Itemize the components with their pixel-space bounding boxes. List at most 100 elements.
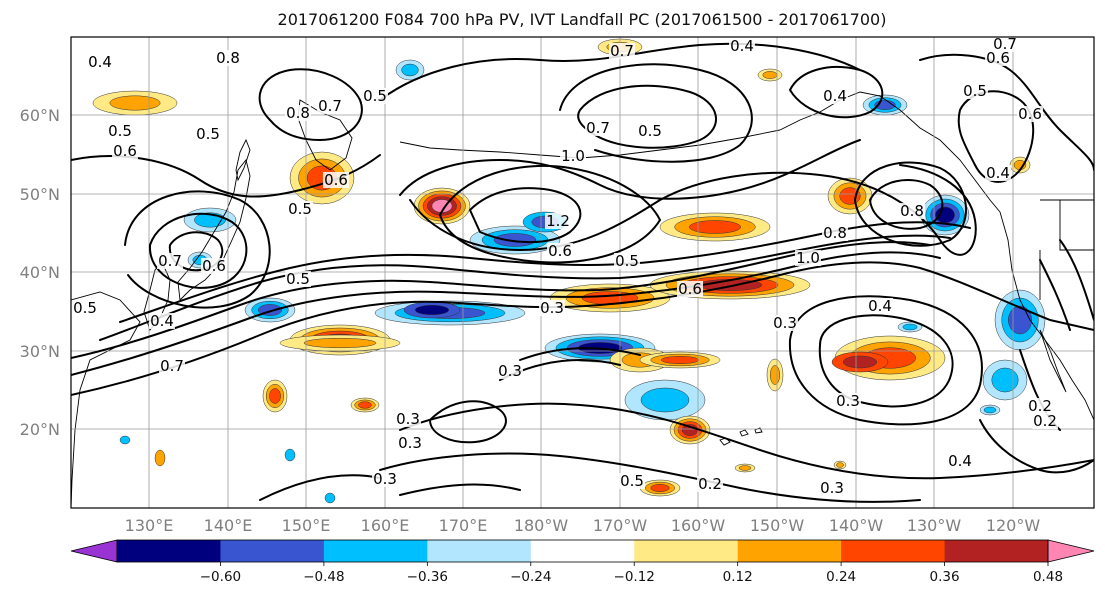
svg-text:0.7: 0.7 bbox=[158, 252, 182, 270]
svg-text:0.4: 0.4 bbox=[948, 452, 972, 470]
longitude-tick-label: 140°E bbox=[204, 516, 253, 535]
colorbar-tick-label: 0.12 bbox=[723, 569, 753, 585]
svg-text:0.5: 0.5 bbox=[620, 472, 644, 490]
contour-label: 0.7 bbox=[992, 35, 1018, 53]
colorbar-max-extension bbox=[1047, 539, 1095, 563]
contour-label: 0.3 bbox=[819, 479, 845, 497]
contour-label: 0.5 bbox=[619, 472, 645, 490]
map-area: 0.80.40.50.60.8 0.70.50.50.7 0.4 0.70.60.50… bbox=[71, 35, 1094, 508]
contour-line bbox=[409, 164, 977, 256]
svg-text:0.5: 0.5 bbox=[363, 87, 387, 105]
svg-text:0.7: 0.7 bbox=[993, 35, 1017, 53]
colorbar-tick-label: −0.60 bbox=[200, 569, 241, 585]
colorbar: −0.60 −0.48 −0.36 −0.24 −0.12 0.12 0.24 0.36 0.4… bbox=[70, 539, 1095, 585]
pv-anomaly-region bbox=[284, 448, 296, 462]
contour-line bbox=[439, 164, 661, 264]
svg-text:0.8: 0.8 bbox=[286, 104, 310, 122]
longitude-tick-label: 120°W bbox=[986, 516, 1041, 535]
map-frame bbox=[70, 36, 1095, 509]
svg-text:0.4: 0.4 bbox=[868, 297, 892, 315]
pv-anomaly-region bbox=[935, 206, 955, 224]
colorbar-tick-label: 0.48 bbox=[1033, 569, 1063, 585]
colorbar-segment bbox=[737, 540, 842, 562]
latitude-tick-label: 60°N bbox=[20, 106, 60, 125]
contour-label: 0.5 bbox=[195, 125, 221, 143]
svg-text:0.3: 0.3 bbox=[540, 299, 564, 317]
contour-line bbox=[559, 63, 753, 163]
contour-label: 1.0 bbox=[795, 249, 821, 267]
pv-anomaly-region bbox=[154, 449, 166, 467]
contour-line bbox=[399, 139, 861, 200]
svg-text:0.2: 0.2 bbox=[698, 475, 722, 493]
svg-text:1.2: 1.2 bbox=[546, 212, 570, 230]
svg-text:0.4: 0.4 bbox=[986, 164, 1010, 182]
pv-anomaly-region bbox=[902, 323, 918, 331]
contour-label: 0.5 bbox=[637, 122, 663, 140]
contour-label: 0.3 bbox=[372, 470, 398, 488]
svg-text:0.4: 0.4 bbox=[88, 53, 112, 71]
sakhalin-coastline bbox=[235, 138, 251, 182]
pv-anomaly-region bbox=[401, 63, 419, 77]
pv-anomaly-region bbox=[762, 71, 778, 79]
contour-label: 0.3 bbox=[772, 314, 798, 332]
pv-anomaly-region bbox=[640, 387, 690, 413]
contour-label: 0.6 bbox=[985, 49, 1011, 67]
longitude-tick-label: 130°E bbox=[125, 516, 174, 535]
contour-label: 0.6 bbox=[677, 280, 703, 298]
pv-anomaly-region bbox=[842, 355, 878, 369]
longitude-tick-label: 170°E bbox=[439, 516, 488, 535]
svg-text:0.5: 0.5 bbox=[196, 125, 220, 143]
contour-label: 1.2 bbox=[545, 212, 571, 230]
contour-label: 0.5 bbox=[287, 200, 313, 218]
contour-line bbox=[399, 402, 1094, 480]
western-canada-border bbox=[1039, 199, 1094, 300]
svg-text:0.8: 0.8 bbox=[823, 224, 847, 242]
svg-text:0.8: 0.8 bbox=[216, 49, 240, 67]
contour-label: 0.4 bbox=[149, 312, 175, 330]
contour-label: 0.7 bbox=[159, 357, 185, 375]
pv-anomaly-region bbox=[991, 367, 1019, 393]
contour-line bbox=[259, 474, 521, 501]
svg-text:0.3: 0.3 bbox=[398, 434, 422, 452]
contour-line bbox=[71, 154, 381, 198]
svg-text:0.5: 0.5 bbox=[286, 270, 310, 288]
contour-label: 0.4 bbox=[822, 87, 848, 105]
svg-text:0.3: 0.3 bbox=[396, 410, 420, 428]
colorbar-segment bbox=[841, 540, 946, 562]
svg-text:1.0: 1.0 bbox=[561, 147, 585, 165]
svg-text:0.4: 0.4 bbox=[730, 37, 754, 55]
pv-anomaly-region bbox=[414, 304, 450, 316]
svg-text:0.7: 0.7 bbox=[610, 42, 634, 60]
contour-label: 0.2 bbox=[697, 475, 723, 493]
latitude-labels: 60°N 50°N 40°N 30°N 20°N bbox=[20, 106, 60, 439]
longitude-tick-label: 160°W bbox=[671, 516, 726, 535]
pv-anomaly-region bbox=[689, 220, 741, 234]
colorbar-segment bbox=[117, 540, 221, 562]
pv-anomaly-region bbox=[109, 95, 161, 111]
pv-anomaly-region bbox=[358, 401, 372, 409]
pv-anomaly-region bbox=[983, 406, 997, 414]
contour-label: 0.5 bbox=[72, 299, 98, 317]
svg-text:0.2: 0.2 bbox=[1028, 397, 1052, 415]
colorbar-segment bbox=[323, 540, 428, 562]
contour-label: 0.7 bbox=[317, 97, 343, 115]
svg-text:0.5: 0.5 bbox=[288, 200, 312, 218]
contour-label: 0.7 bbox=[157, 252, 183, 270]
pv-anomaly-region bbox=[1008, 305, 1032, 335]
pv-anomaly-region bbox=[119, 435, 131, 445]
longitude-tick-label: 160°E bbox=[361, 516, 410, 535]
svg-text:0.3: 0.3 bbox=[820, 479, 844, 497]
contour-label: 0.8 bbox=[899, 202, 925, 220]
contour-label: 0.3 bbox=[835, 392, 861, 410]
svg-text:0.3: 0.3 bbox=[773, 314, 797, 332]
colorbar-segment bbox=[530, 540, 635, 562]
contour-label: 0.4 bbox=[87, 53, 113, 71]
svg-text:0.5: 0.5 bbox=[638, 122, 662, 140]
contour-line bbox=[429, 400, 507, 444]
svg-text:0.6: 0.6 bbox=[324, 171, 348, 189]
svg-text:0.3: 0.3 bbox=[836, 392, 860, 410]
contour-label: 0.6 bbox=[547, 242, 573, 260]
contour-line bbox=[854, 161, 967, 247]
colorbar-tick-label: 0.24 bbox=[826, 569, 856, 585]
